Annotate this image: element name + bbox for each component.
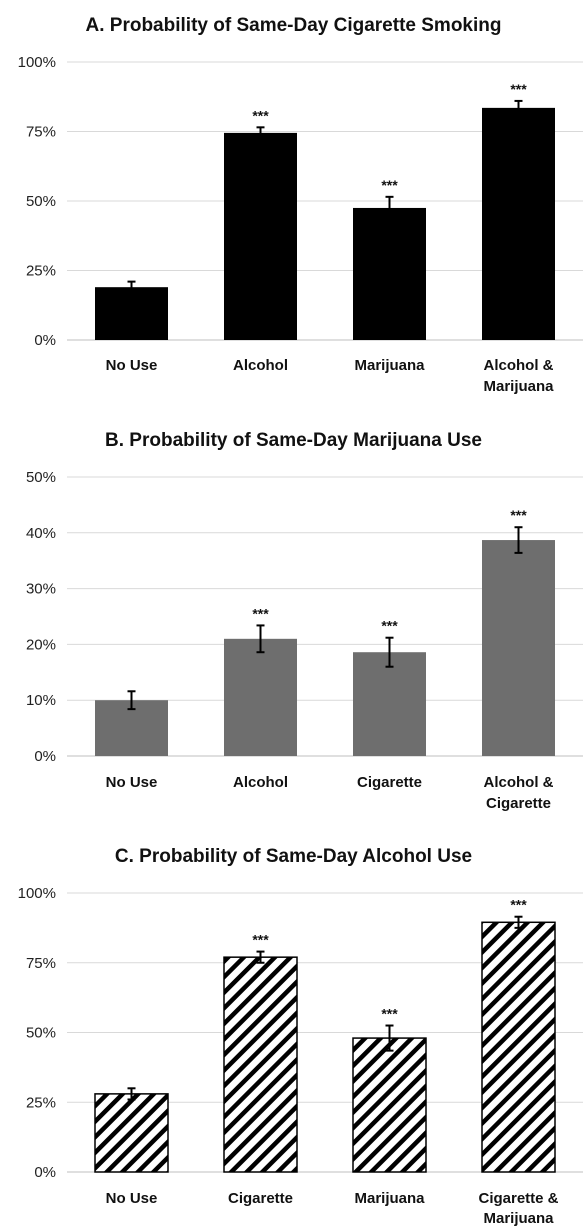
panel-b-category-label: No Use bbox=[106, 774, 158, 791]
panel-c-bar bbox=[481, 921, 556, 1173]
panel-c-y-tick-label: 100% bbox=[18, 885, 56, 902]
panel-b-bar bbox=[482, 540, 555, 756]
panel-a-bar bbox=[95, 287, 168, 340]
panel-b-significance-label: *** bbox=[510, 507, 527, 523]
panel-c-category-label: No Use bbox=[106, 1190, 158, 1207]
panel-b-title: B. Probability of Same-Day Marijuana Use bbox=[105, 430, 482, 451]
panel-a-category-label: Marijuana bbox=[483, 378, 554, 395]
panel-b-category-label: Cigarette bbox=[357, 774, 422, 791]
panel-a-y-tick-label: 100% bbox=[18, 54, 56, 71]
panel-b-category-label: Cigarette bbox=[486, 795, 551, 812]
panel-b-bar bbox=[353, 652, 426, 756]
panel-b-y-tick-label: 30% bbox=[26, 581, 56, 598]
panel-b-y-tick-label: 20% bbox=[26, 636, 56, 653]
panel-c-category-label: Cigarette bbox=[228, 1190, 293, 1207]
panel-a-y-tick-label: 25% bbox=[26, 263, 56, 280]
panel-c-y-tick-label: 50% bbox=[26, 1025, 56, 1042]
panel-a-bar bbox=[353, 207, 426, 340]
panel-a-significance-label: *** bbox=[381, 177, 398, 193]
panel-c-bar bbox=[94, 1093, 169, 1173]
panel-a-category-label: Alcohol bbox=[233, 357, 288, 374]
panel-b-category-label: Alcohol & bbox=[484, 774, 554, 791]
panel-c-y-tick-label: 25% bbox=[26, 1094, 56, 1111]
panel-b-significance-label: *** bbox=[381, 618, 398, 634]
panel-c-category-label: Marijuana bbox=[354, 1190, 425, 1207]
panel-c-significance-label: *** bbox=[252, 932, 269, 948]
panel-c-bar bbox=[352, 1037, 427, 1173]
panel-a-category-label: Marijuana bbox=[354, 357, 425, 374]
panel-b-category-label: Alcohol bbox=[233, 774, 288, 791]
panel-a-y-tick-label: 50% bbox=[26, 193, 56, 210]
panel-c-category-label: Marijuana bbox=[483, 1210, 554, 1227]
panel-a-category-label: No Use bbox=[106, 357, 158, 374]
panel-b-significance-label: *** bbox=[252, 605, 269, 621]
panel-c-title: C. Probability of Same-Day Alcohol Use bbox=[115, 846, 472, 867]
panel-b-y-tick-label: 50% bbox=[26, 469, 56, 486]
panel-c-y-tick-label: 0% bbox=[34, 1164, 56, 1181]
panel-b-bar bbox=[224, 638, 297, 756]
panel-b-y-tick-label: 40% bbox=[26, 525, 56, 542]
panel-a-bar bbox=[482, 107, 555, 341]
panel-c-category-label: Cigarette & bbox=[478, 1190, 558, 1207]
panel-a-significance-label: *** bbox=[510, 81, 527, 97]
panel-a-title: A. Probability of Same-Day Cigarette Smo… bbox=[86, 15, 502, 36]
panel-b-y-tick-label: 0% bbox=[34, 748, 56, 765]
panel-a-y-tick-label: 75% bbox=[26, 124, 56, 141]
panel-a-y-tick-label: 0% bbox=[34, 332, 56, 349]
panel-a-bar bbox=[224, 132, 297, 340]
panel-c-bar bbox=[223, 956, 298, 1173]
panel-c-significance-label: *** bbox=[381, 1006, 398, 1022]
panel-c-significance-label: *** bbox=[510, 897, 527, 913]
panel-b-y-tick-label: 10% bbox=[26, 692, 56, 709]
panel-c-y-tick-label: 75% bbox=[26, 955, 56, 972]
panel-a-significance-label: *** bbox=[252, 107, 269, 123]
panel-a-category-label: Alcohol & bbox=[484, 357, 554, 374]
